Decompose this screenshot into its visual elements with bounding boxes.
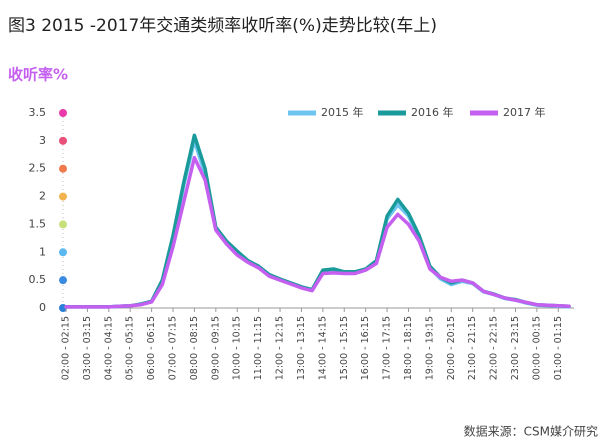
line-series <box>64 155 571 309</box>
y-axis-label: 收听率% <box>8 66 68 84</box>
x-tick-label: 21:00 - 21:15 <box>467 316 478 380</box>
y-tick-label: 3 <box>39 134 46 147</box>
x-tick-label: 16:00 - 16:15 <box>360 316 371 380</box>
x-tick-label: 10:00 - 10:15 <box>232 316 243 380</box>
x-tick-label: 20:00 - 20:15 <box>446 316 457 380</box>
x-tick-label: 23:00 - 23:15 <box>510 316 521 380</box>
x-tick-label: 19:00 - 19:15 <box>424 316 435 380</box>
x-tick-label: 15:00 - 15:15 <box>339 316 350 380</box>
x-tick-label: 12:00 - 12:15 <box>275 316 286 380</box>
y-tick-dot <box>59 248 67 257</box>
x-tick-label: 14:00 - 14:15 <box>317 316 328 380</box>
y-tick-dot <box>59 220 67 229</box>
x-tick-label: 22:00 - 22:15 <box>489 316 500 380</box>
x-tick-label: 00:00 - 00:15 <box>531 316 542 380</box>
legend-label: 2017 年 <box>503 105 546 119</box>
y-tick-label: 3.5 <box>29 106 47 119</box>
x-tick-label: 07:00 - 07:15 <box>168 316 179 380</box>
x-tick-label: 06:00 - 06:15 <box>146 316 157 380</box>
x-tick-label: 17:00 - 17:15 <box>382 316 393 380</box>
x-tick-label: 03:00 - 03:15 <box>82 316 93 380</box>
x-tick-label: 11:00 - 11:15 <box>253 316 264 380</box>
y-tick-label: 1 <box>39 245 46 258</box>
y-tick-dot <box>59 164 67 173</box>
x-tick-label: 02:00 - 02:15 <box>61 316 72 380</box>
x-tick-label: 18:00 - 18:15 <box>403 316 414 380</box>
y-tick-dot <box>59 109 67 117</box>
y-tick-label: 0 <box>39 301 46 314</box>
y-tick-label: 2 <box>39 190 46 203</box>
x-tick-label: 04:00 - 04:15 <box>103 316 114 380</box>
y-tick-label: 1.5 <box>29 217 47 230</box>
legend-label: 2015 年 <box>321 105 364 119</box>
y-tick-dot <box>59 192 67 201</box>
x-tick-label: 05:00 - 05:15 <box>125 316 136 380</box>
y-tick-label: 2.5 <box>29 162 47 175</box>
x-tick-label: 09:00 - 09:15 <box>210 316 221 380</box>
chart-title: 图3 2015 -2017年交通类频率收听率(%)走势比较(车上) <box>8 16 437 36</box>
y-tick-dot <box>59 136 67 145</box>
x-tick-label: 13:00 - 13:15 <box>296 316 307 380</box>
legend-label: 2016 年 <box>411 105 454 119</box>
x-tick-label: 08:00 - 08:15 <box>189 316 200 380</box>
y-tick-dot <box>59 276 67 285</box>
source: 数据来源：CSM媒介研究 <box>464 424 598 439</box>
x-tick-label: 01:00 - 01:15 <box>553 316 564 380</box>
y-tick-label: 0.5 <box>29 273 47 286</box>
